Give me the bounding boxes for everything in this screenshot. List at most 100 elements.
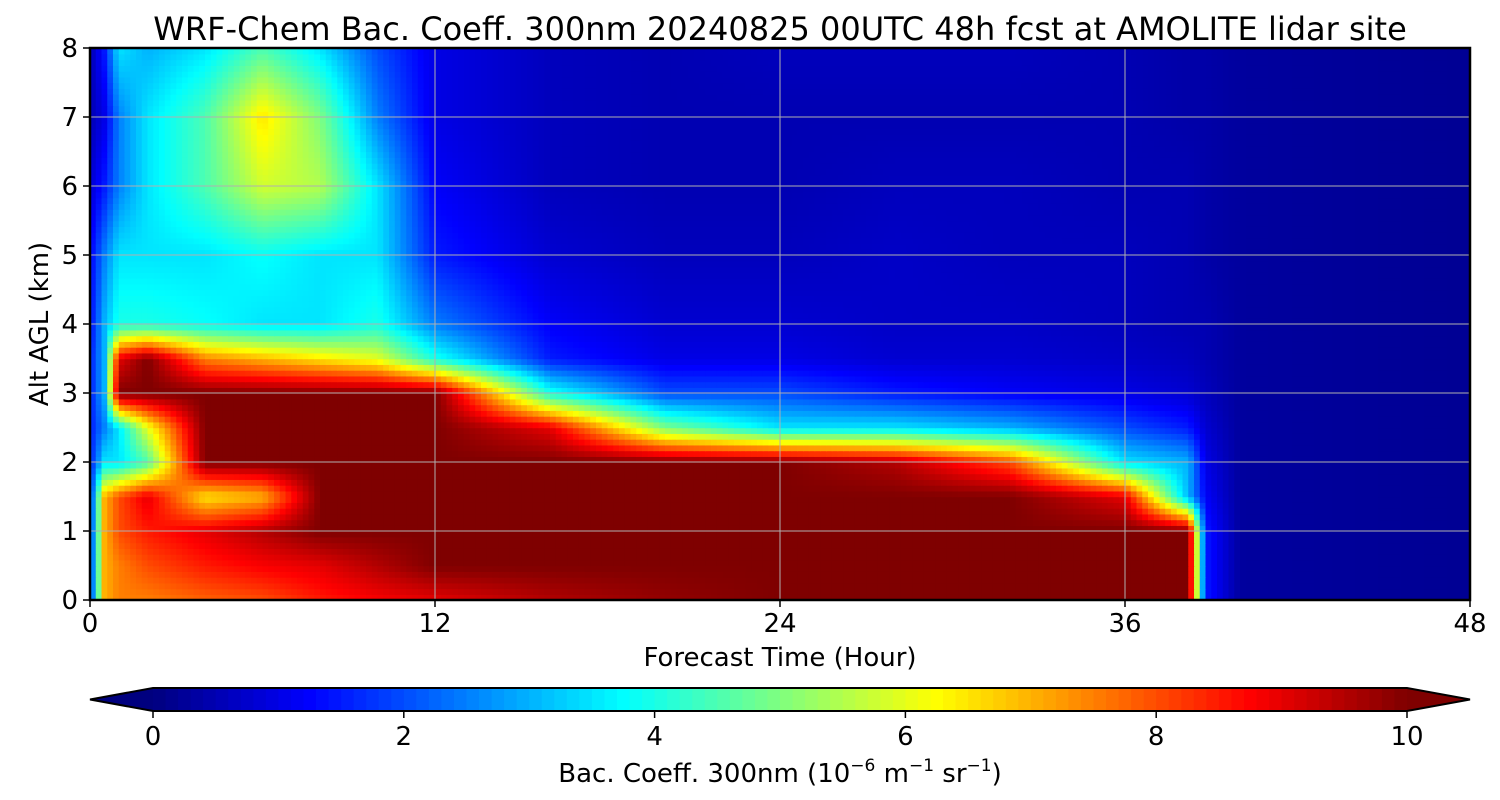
heatmap-cell <box>1406 588 1414 595</box>
heatmap-cell <box>1136 531 1143 538</box>
heatmap-cell <box>1401 519 1408 526</box>
heatmap-cell <box>785 565 793 572</box>
heatmap-cell <box>601 496 609 503</box>
heatmap-cell <box>1355 490 1362 498</box>
heatmap-cell <box>1136 519 1143 526</box>
heatmap-cell <box>314 513 321 521</box>
heatmap-cell <box>389 565 396 572</box>
heatmap-cell <box>1142 565 1149 572</box>
heatmap-cell <box>1188 479 1195 486</box>
heatmap-cell <box>573 479 580 486</box>
heatmap-cell <box>1050 490 1057 498</box>
heatmap-cell <box>1033 594 1040 600</box>
heatmap-cell <box>193 565 200 572</box>
heatmap-cell <box>1228 508 1235 515</box>
heatmap-cell <box>929 508 936 515</box>
heatmap-cell <box>682 577 689 584</box>
heatmap-cell <box>722 490 729 498</box>
heatmap-cell <box>918 554 925 561</box>
heatmap-cell <box>941 531 948 538</box>
heatmap-cell <box>107 485 114 492</box>
heatmap-cell <box>314 502 321 509</box>
heatmap-cell <box>762 577 770 584</box>
heatmap-cell <box>1050 588 1057 595</box>
heatmap-cell <box>1079 536 1086 544</box>
heatmap-cell <box>239 548 246 555</box>
heatmap-cell <box>1125 594 1132 600</box>
heatmap-cell <box>222 519 229 526</box>
heatmap-cell <box>1268 582 1276 590</box>
heatmap-cell <box>113 594 120 600</box>
heatmap-cell <box>670 490 678 498</box>
heatmap-cell <box>1217 490 1224 498</box>
heatmap-cell <box>314 536 321 544</box>
heatmap-cell <box>1297 548 1304 555</box>
heatmap-cell <box>849 525 856 532</box>
heatmap-cell <box>561 502 568 509</box>
heatmap-cell <box>325 582 333 590</box>
heatmap-cell <box>504 508 511 515</box>
heatmap-cell <box>320 582 327 590</box>
heatmap-cell <box>130 485 137 492</box>
heatmap-cell <box>256 588 264 595</box>
heatmap-cell <box>688 513 695 521</box>
heatmap-cell <box>1033 565 1040 572</box>
heatmap-cell <box>567 536 574 544</box>
heatmap-cell <box>1332 490 1339 498</box>
heatmap-cell <box>693 571 701 578</box>
heatmap-cell <box>423 496 430 503</box>
heatmap-cell <box>331 519 338 526</box>
heatmap-cell <box>889 559 896 567</box>
heatmap-cell <box>912 554 919 561</box>
heatmap-cell <box>808 536 816 544</box>
heatmap-cell <box>676 554 683 561</box>
heatmap-cell <box>1372 490 1379 498</box>
heatmap-cell <box>302 479 310 486</box>
heatmap-cell <box>538 577 545 584</box>
heatmap-cell <box>406 577 413 584</box>
heatmap-cell <box>780 548 787 555</box>
heatmap-cell <box>239 554 246 561</box>
heatmap-cell <box>837 525 844 532</box>
heatmap-cell <box>849 542 856 549</box>
heatmap-cell <box>486 571 494 578</box>
heatmap-cell <box>860 559 867 567</box>
heatmap-cell <box>90 496 97 503</box>
heatmap-cell <box>1159 565 1166 572</box>
heatmap-cell <box>481 577 488 584</box>
heatmap-cell <box>791 502 798 509</box>
heatmap-cell <box>435 565 442 572</box>
heatmap-cell <box>1061 548 1069 555</box>
heatmap-cell <box>1337 559 1345 567</box>
heatmap-cell <box>527 571 534 578</box>
heatmap-cell <box>906 502 913 509</box>
heatmap-cell <box>164 479 172 486</box>
heatmap-cell <box>371 502 379 509</box>
heatmap-cell <box>946 536 954 544</box>
heatmap-cell <box>768 531 775 538</box>
heatmap-cell <box>285 542 292 549</box>
heatmap-cell <box>596 513 603 521</box>
heatmap-cell <box>992 542 1000 549</box>
heatmap-cell <box>1372 565 1379 572</box>
heatmap-cell <box>1263 582 1270 590</box>
heatmap-cell <box>1435 513 1442 521</box>
heatmap-cell <box>1165 508 1172 515</box>
heatmap-cell <box>1182 490 1189 498</box>
heatmap-cell <box>1303 571 1310 578</box>
heatmap-cell <box>561 565 568 572</box>
heatmap-cell <box>946 513 954 521</box>
heatmap-cell <box>1401 490 1408 498</box>
heatmap-cell <box>1159 519 1166 526</box>
heatmap-cell <box>383 496 390 503</box>
heatmap-cell <box>274 548 281 555</box>
heatmap-cell <box>1090 502 1097 509</box>
heatmap-cell <box>279 531 287 538</box>
heatmap-cell <box>877 485 885 492</box>
heatmap-cell <box>987 588 994 595</box>
heatmap-cell <box>992 513 1000 521</box>
heatmap-cell <box>297 559 304 567</box>
heatmap-cell <box>619 559 626 567</box>
heatmap-cell <box>1240 554 1247 561</box>
heatmap-cell <box>268 490 275 498</box>
